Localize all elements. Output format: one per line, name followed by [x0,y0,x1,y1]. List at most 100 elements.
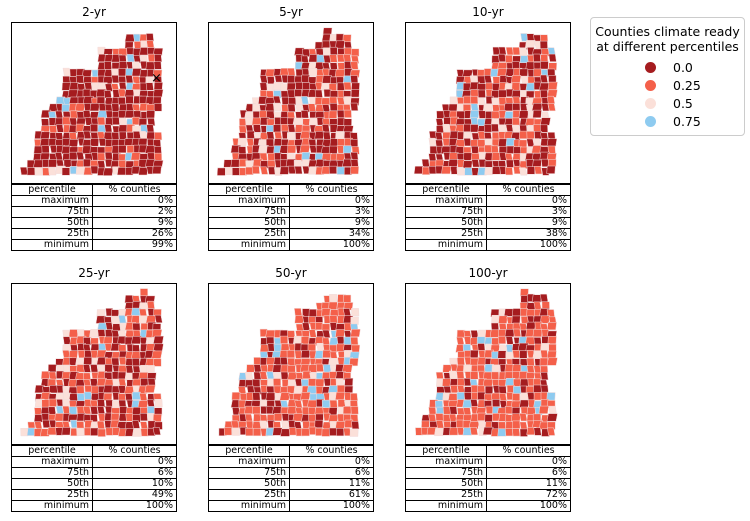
table-row: minimum 100% [208,500,374,512]
legend-marker-icon [645,116,656,127]
county-map-svg [218,294,361,437]
county-cell [434,131,444,141]
county-cell [139,421,149,430]
county-cell [61,427,71,436]
county-cell [111,103,120,112]
table-row: 25th 49% [11,489,177,501]
county-cell [526,166,536,175]
county-cell [42,167,51,176]
county-cell [491,110,500,120]
county-cell [442,123,451,133]
county-cell [314,378,325,387]
county-cell [511,117,521,126]
table-row: minimum 100% [208,239,374,251]
county-cell [350,102,359,111]
county-map-svg [216,27,361,176]
percentile-cell: 50th [208,478,290,490]
county-cell [421,166,431,175]
county-cell [342,406,352,415]
county-cell [111,132,120,141]
column-header: % counties [92,184,177,196]
county-cell [301,152,311,161]
county-cell [546,413,558,422]
percent-counties-cell: 10% [92,478,177,490]
county-cell [456,336,465,345]
county-cell [485,405,494,414]
county-cell [518,139,528,148]
county-cell [125,365,134,374]
county-cell [428,406,437,416]
county-cell [415,427,424,436]
county-cell [125,75,134,84]
table-row: 50th 9% [208,217,374,229]
county-cell [533,365,542,374]
county-cell [469,349,479,358]
county-cell [54,413,65,422]
county-cell [343,118,352,127]
stats-table: percentile% counties maximum 0% 75th 3% 50th 9… [405,184,571,251]
percentile-cell: 50th [405,478,487,490]
county-cell [329,46,338,56]
percentile-cell: 25th [11,489,93,501]
percentile-cell: 25th [208,228,290,240]
county-cell [82,88,92,97]
percentile-cell: 75th [208,206,290,218]
county-cell [329,315,338,324]
county-cell [252,392,261,401]
county-cell [532,53,541,62]
county-cell [118,144,127,154]
table-row: 75th 6% [208,467,374,479]
county-cell [145,61,156,70]
percentile-cell: 25th [208,489,290,501]
percentile-cell: maximum [208,456,290,468]
county-cell [548,62,558,71]
county-cell [321,399,331,408]
legend-item: 0.75 [645,113,735,131]
county-cell [478,110,487,119]
column-header: % counties [289,445,374,457]
county-cell [97,329,106,338]
panel-title: 25-yr [78,266,110,280]
percent-counties-cell: 72% [486,489,571,501]
table-row: 75th 6% [405,467,571,479]
county-cell [131,358,140,367]
county-cell [238,167,248,176]
county-cell [131,420,141,429]
county-cell [145,33,155,42]
county-cell [315,413,324,422]
percent-counties-cell: 9% [289,217,374,229]
county-cell [131,391,141,400]
county-cell [118,131,127,140]
county-cell [540,349,549,359]
county-cell [40,131,50,140]
county-cell [62,399,71,408]
county-cell [532,138,541,147]
county-cell [428,165,437,175]
county-cell [61,104,70,113]
county-cell [533,427,542,436]
county-cell [328,145,338,154]
county-cell [335,391,346,401]
county-cell [321,124,330,133]
county-cell [280,428,292,437]
county-cell [301,322,311,331]
county-cell [351,308,360,317]
county-cell [146,124,155,133]
county-cell [540,365,549,374]
legend-marker-icon [645,80,656,91]
percent-counties-cell: 49% [92,489,177,501]
county-cell [147,378,156,387]
percentile-cell: 25th [405,228,487,240]
county-cell [145,82,154,91]
county-cell [336,109,346,119]
percentile-cell: 50th [208,217,290,229]
county-cell [533,301,542,310]
county-cell [152,96,162,105]
table-row: 50th 9% [405,217,571,229]
county-cell [308,309,318,318]
county-cell [61,82,71,91]
county-cell [322,104,331,113]
percent-counties-cell: 100% [486,500,571,512]
percent-counties-cell: 0% [486,456,571,468]
county-cell [292,393,304,402]
